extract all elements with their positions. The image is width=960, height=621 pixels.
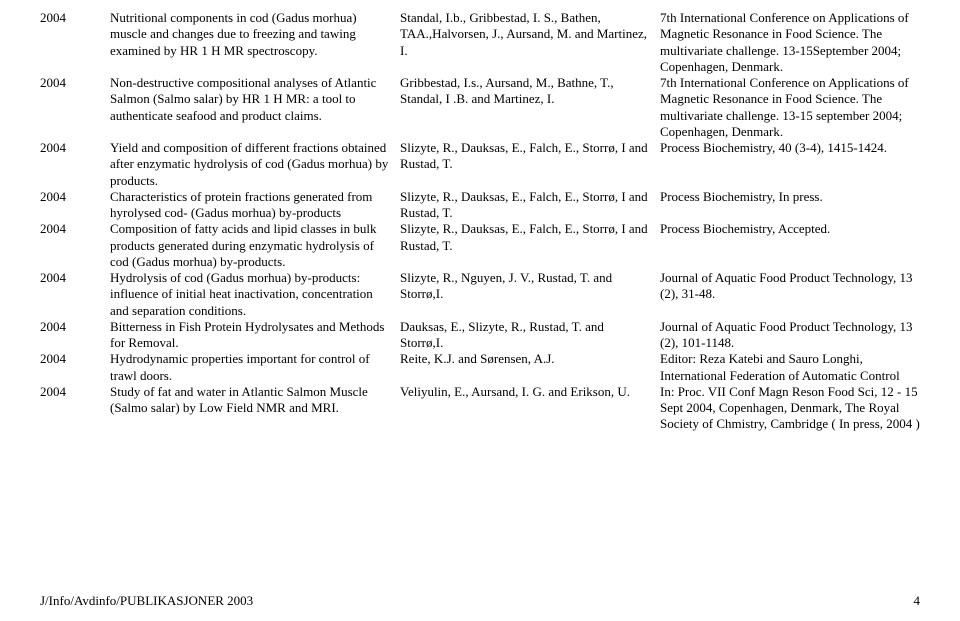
table-row: 2004Bitterness in Fish Protein Hydrolysa… bbox=[40, 319, 920, 352]
year-cell: 2004 bbox=[40, 319, 110, 352]
title-cell: Nutritional components in cod (Gadus mor… bbox=[110, 10, 400, 75]
authors-cell: Slizyte, R., Dauksas, E., Falch, E., Sto… bbox=[400, 189, 660, 222]
title-cell: Hydrodynamic properties important for co… bbox=[110, 351, 400, 384]
year-cell: 2004 bbox=[40, 75, 110, 140]
source-cell: Process Biochemistry, In press. bbox=[660, 189, 920, 222]
title-cell: Bitterness in Fish Protein Hydrolysates … bbox=[110, 319, 400, 352]
year-cell: 2004 bbox=[40, 189, 110, 222]
table-row: 2004Non-destructive compositional analys… bbox=[40, 75, 920, 140]
source-cell: 7th International Conference on Applicat… bbox=[660, 10, 920, 75]
authors-cell: Slizyte, R., Dauksas, E., Falch, E., Sto… bbox=[400, 221, 660, 270]
title-cell: Study of fat and water in Atlantic Salmo… bbox=[110, 384, 400, 433]
table-row: 2004Characteristics of protein fractions… bbox=[40, 189, 920, 222]
table-row: 2004Study of fat and water in Atlantic S… bbox=[40, 384, 920, 433]
title-cell: Composition of fatty acids and lipid cla… bbox=[110, 221, 400, 270]
source-cell: 7th International Conference on Applicat… bbox=[660, 75, 920, 140]
year-cell: 2004 bbox=[40, 270, 110, 319]
source-cell: Journal of Aquatic Food Product Technolo… bbox=[660, 270, 920, 319]
source-cell: In: Proc. VII Conf Magn Reson Food Sci, … bbox=[660, 384, 920, 433]
year-cell: 2004 bbox=[40, 351, 110, 384]
title-cell: Hydrolysis of cod (Gadus morhua) by-prod… bbox=[110, 270, 400, 319]
year-cell: 2004 bbox=[40, 10, 110, 75]
footer-page-number: 4 bbox=[914, 593, 921, 609]
year-cell: 2004 bbox=[40, 140, 110, 189]
authors-cell: Dauksas, E., Slizyte, R., Rustad, T. and… bbox=[400, 319, 660, 352]
footer-path: J/Info/Avdinfo/PUBLIKASJONER 2003 bbox=[40, 593, 253, 609]
page-footer: J/Info/Avdinfo/PUBLIKASJONER 2003 4 bbox=[40, 593, 920, 609]
authors-cell: Slizyte, R., Nguyen, J. V., Rustad, T. a… bbox=[400, 270, 660, 319]
publications-table: 2004Nutritional components in cod (Gadus… bbox=[40, 10, 920, 433]
authors-cell: Veliyulin, E., Aursand, I. G. and Erikso… bbox=[400, 384, 660, 433]
source-cell: Process Biochemistry, Accepted. bbox=[660, 221, 920, 270]
source-cell: Process Biochemistry, 40 (3-4), 1415-142… bbox=[660, 140, 920, 189]
title-cell: Yield and composition of different fract… bbox=[110, 140, 400, 189]
table-row: 2004Hydrolysis of cod (Gadus morhua) by-… bbox=[40, 270, 920, 319]
year-cell: 2004 bbox=[40, 384, 110, 433]
source-cell: Editor: Reza Katebi and Sauro Longhi, In… bbox=[660, 351, 920, 384]
authors-cell: Standal, I.b., Gribbestad, I. S., Bathen… bbox=[400, 10, 660, 75]
year-cell: 2004 bbox=[40, 221, 110, 270]
title-cell: Characteristics of protein fractions gen… bbox=[110, 189, 400, 222]
authors-cell: Slizyte, R., Dauksas, E., Falch, E., Sto… bbox=[400, 140, 660, 189]
table-row: 2004Yield and composition of different f… bbox=[40, 140, 920, 189]
title-cell: Non-destructive compositional analyses o… bbox=[110, 75, 400, 140]
table-row: 2004Composition of fatty acids and lipid… bbox=[40, 221, 920, 270]
authors-cell: Reite, K.J. and Sørensen, A.J. bbox=[400, 351, 660, 384]
source-cell: Journal of Aquatic Food Product Technolo… bbox=[660, 319, 920, 352]
table-row: 2004Nutritional components in cod (Gadus… bbox=[40, 10, 920, 75]
authors-cell: Gribbestad, I.s., Aursand, M., Bathne, T… bbox=[400, 75, 660, 140]
table-row: 2004Hydrodynamic properties important fo… bbox=[40, 351, 920, 384]
